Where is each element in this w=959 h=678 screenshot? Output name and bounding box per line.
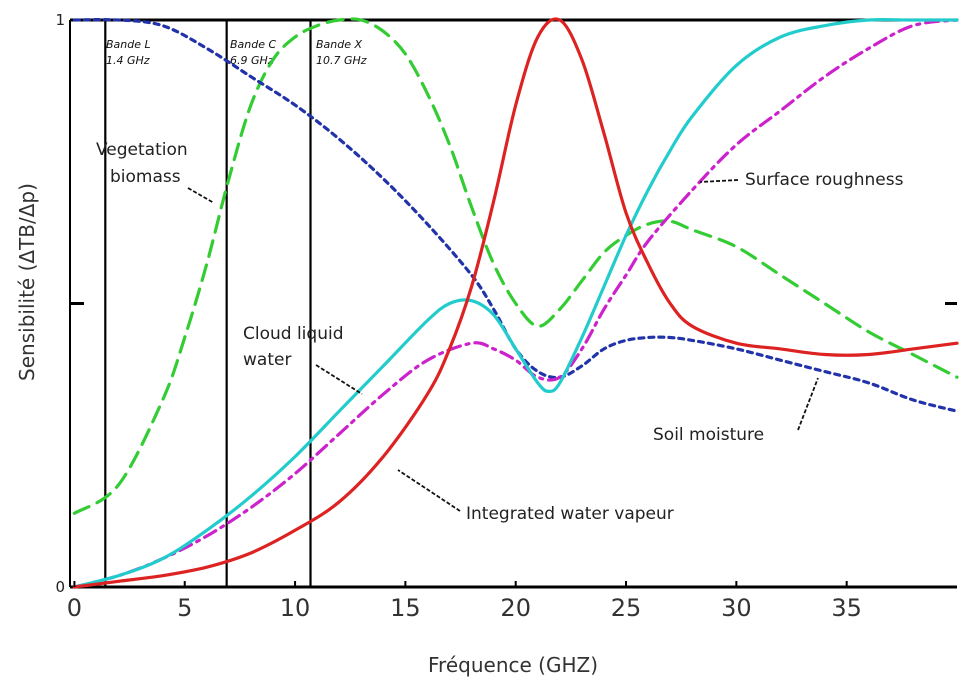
band-name-label: Bande C bbox=[230, 38, 277, 51]
annotations: Vegetation biomass Surface roughness Cloud … bbox=[96, 140, 904, 524]
x-tick-label: 10 bbox=[280, 594, 311, 622]
y-axis-title: Sensibilité (ΔTB/Δp) bbox=[15, 183, 39, 381]
band-lines: Bande L 1.4 GHz Bande C 6.9 GHz Bande X 10.7 … bbox=[104, 20, 367, 587]
leader-vegetation-biomass bbox=[187, 187, 215, 204]
band-freq-label: 6.9 GHz bbox=[230, 54, 274, 67]
annotation-label: water bbox=[243, 350, 291, 370]
x-axis-title: Fréquence (GHZ) bbox=[428, 653, 598, 677]
y-tick-label: 1 bbox=[55, 11, 65, 29]
leader-surface-roughness bbox=[699, 179, 739, 183]
annotation-label: biomass bbox=[110, 167, 181, 187]
series-lines bbox=[72, 17, 959, 589]
band-freq-label: 10.7 GHz bbox=[316, 54, 367, 67]
series-line-soil-moisture bbox=[72, 18, 959, 413]
x-tick-label: 30 bbox=[721, 594, 752, 622]
series-line-vegetation-biomass bbox=[72, 17, 959, 515]
series-line-surface-roughness bbox=[72, 18, 959, 589]
annotation-label: Cloud liquid bbox=[243, 324, 344, 344]
x-tick-label: 20 bbox=[500, 594, 531, 622]
leader-cloud-liquid-water bbox=[315, 364, 363, 395]
x-tick-label: 5 bbox=[177, 594, 192, 622]
series-line-cloud-liquid-water bbox=[72, 18, 959, 589]
x-tick-label: 35 bbox=[831, 594, 862, 622]
y-tick-label: 0 bbox=[55, 578, 65, 596]
leader-soil-moisture bbox=[797, 377, 819, 431]
series-line-integrated-water-vapeur bbox=[72, 17, 959, 589]
band-freq-label: 1.4 GHz bbox=[106, 54, 150, 67]
plot-frame bbox=[69, 18, 957, 589]
annotation-label: Vegetation bbox=[96, 140, 188, 160]
axes: 0 5 10 15 20 25 30 35 0 1 bbox=[55, 11, 957, 622]
x-tick-label: 0 bbox=[67, 594, 82, 622]
band-name-label: Bande X bbox=[316, 38, 363, 51]
annotation-label: Integrated water vapeur bbox=[466, 504, 674, 524]
leader-integrated-water-vapeur bbox=[397, 469, 461, 512]
band-name-label: Bande L bbox=[106, 38, 151, 51]
x-tick-label: 25 bbox=[611, 594, 642, 622]
x-tick-label: 15 bbox=[390, 594, 421, 622]
annotation-label: Soil moisture bbox=[653, 425, 764, 445]
annotation-label: Surface roughness bbox=[745, 170, 904, 190]
